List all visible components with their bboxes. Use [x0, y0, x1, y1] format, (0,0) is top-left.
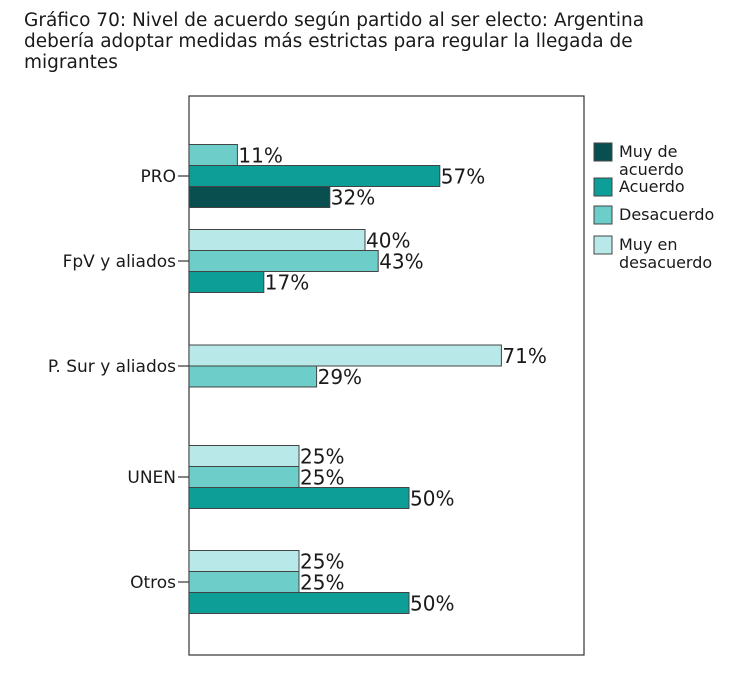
data-label: 32% — [331, 186, 375, 210]
bar-otros-acuerdo — [188, 592, 410, 614]
legend-swatch-muy-en-desacuerdo — [593, 235, 613, 255]
category-label: Otros — [130, 573, 176, 593]
legend-label: Muy en desacuerdo — [619, 235, 712, 272]
legend-label: Acuerdo — [619, 177, 685, 196]
bar-unen-acuerdo — [188, 487, 410, 509]
data-label: 29% — [318, 365, 362, 389]
bar-p-sur-y-aliados-desacuerdo — [188, 365, 318, 388]
category-label: UNEN — [127, 468, 176, 488]
data-label: 50% — [410, 592, 454, 616]
chart-title: Gráfico 70: Nivel de acuerdo según parti… — [24, 10, 645, 73]
bar-pro-muy-de-acuerdo — [188, 186, 331, 208]
data-label: 11% — [238, 144, 282, 168]
data-label: 57% — [441, 165, 485, 189]
legend-label: Muy de acuerdo — [619, 142, 684, 179]
bars-layer: 11%57%32%40%43%17%71%29%25%25%50%25%25%5… — [188, 144, 547, 616]
data-label: 71% — [502, 344, 546, 368]
legend-swatch-acuerdo — [593, 177, 613, 197]
bar-fpv-y-aliados-acuerdo — [188, 271, 265, 293]
category-label: P. Sur y aliados — [48, 357, 176, 377]
data-label: 40% — [366, 229, 410, 253]
data-label: 25% — [300, 571, 344, 595]
data-label: 25% — [300, 466, 344, 490]
legend-swatch-muy-de-acuerdo — [593, 142, 613, 162]
data-label: 17% — [265, 271, 309, 295]
bar-unen-desacuerdo — [188, 466, 300, 488]
bar-unen-muy-en-desacuerdo — [188, 445, 300, 467]
category-label: PRO — [141, 167, 176, 187]
bar-p-sur-y-aliados-muy-en-desacuerdo — [188, 344, 502, 367]
category-ticks: PRO FpV y aliados P. Sur y aliados UNEN Otro… — [48, 167, 189, 593]
bar-fpv-y-aliados-muy-en-desacuerdo — [188, 229, 366, 251]
data-label: 50% — [410, 487, 454, 511]
bar-otros-desacuerdo — [188, 571, 300, 593]
data-label: 43% — [379, 250, 423, 274]
bar-pro-desacuerdo — [188, 144, 238, 166]
legend-swatch-desacuerdo — [593, 205, 613, 225]
category-label: FpV y aliados — [63, 252, 177, 272]
legend-label: Desacuerdo — [619, 205, 714, 224]
bar-fpv-y-aliados-desacuerdo — [188, 250, 379, 272]
data-label: 25% — [300, 550, 344, 574]
bar-otros-muy-en-desacuerdo — [188, 550, 300, 572]
data-label: 25% — [300, 445, 344, 469]
bar-pro-acuerdo — [188, 165, 441, 187]
